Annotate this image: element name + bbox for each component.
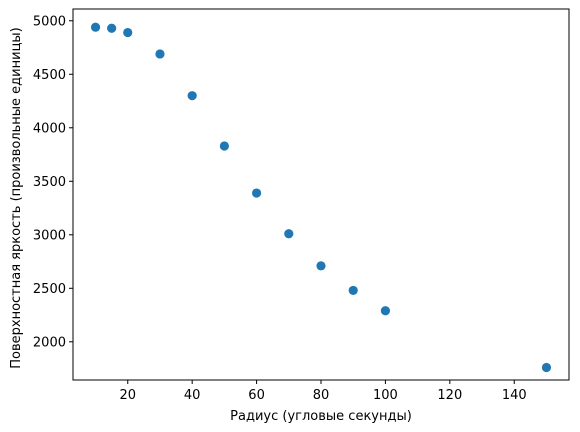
data-point — [123, 27, 133, 38]
data-point — [380, 306, 391, 316]
points-group — [90, 22, 552, 373]
data-point — [251, 188, 262, 198]
data-point — [541, 362, 552, 373]
data-point — [316, 261, 326, 271]
data-point — [155, 49, 165, 59]
x-tick-label: 60 — [248, 388, 265, 403]
data-point — [284, 229, 294, 239]
x-tick-label: 140 — [502, 388, 527, 403]
y-tick-label: 5000 — [33, 14, 66, 29]
plot-frame — [72, 8, 570, 381]
x-tick-label: 120 — [437, 388, 462, 403]
data-point — [219, 141, 229, 151]
y-tick-label: 4000 — [33, 121, 66, 136]
x-tick-label: 20 — [119, 388, 136, 403]
y-axis-label-group: Поверхностная яркость (произвольные един… — [9, 27, 24, 369]
y-tick-label: 2000 — [33, 335, 66, 350]
y-tick-label: 3000 — [33, 228, 66, 243]
x-axis-label: Радиус (угловые секунды) — [230, 409, 412, 424]
x-tick-label: 80 — [313, 388, 330, 403]
x-tick-label: 40 — [184, 388, 201, 403]
data-point — [348, 285, 358, 296]
y-tick-label: 4500 — [33, 68, 66, 83]
x-tick-label: 100 — [373, 388, 398, 403]
y-axis-label: Поверхностная яркость (произвольные един… — [9, 27, 24, 369]
y-tick-label: 3500 — [33, 175, 66, 190]
data-point — [90, 22, 101, 32]
data-point — [187, 91, 197, 101]
ticks-group: 20 40 60 80 100 120 140 2000 2500 3000 3500 4000 450… — [33, 14, 527, 403]
data-point — [107, 23, 117, 33]
y-tick-label: 2500 — [33, 282, 66, 297]
